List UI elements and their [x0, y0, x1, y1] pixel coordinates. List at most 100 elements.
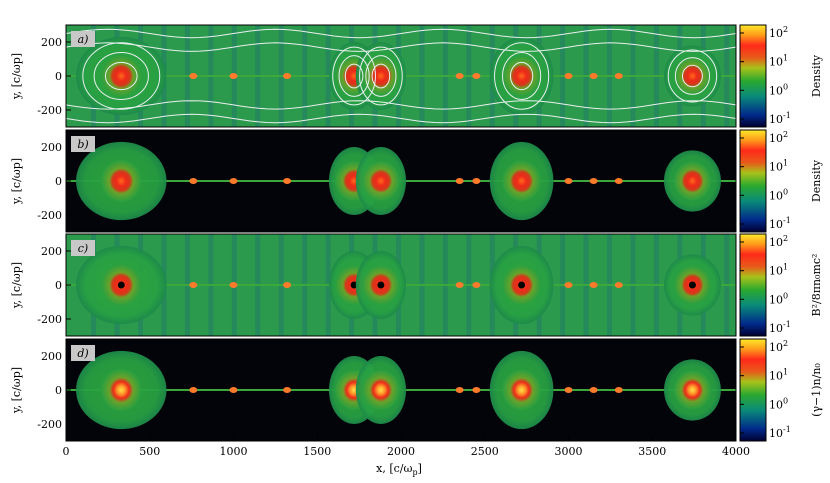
- x-tick-label: 1000: [220, 445, 248, 458]
- plasmoid-core: [502, 55, 541, 97]
- plasmoid-null-point: [377, 281, 385, 289]
- panel-label-box: [71, 136, 95, 152]
- colorbar-label: Density: [810, 54, 823, 97]
- small-island: [455, 73, 464, 79]
- y-tick-label: 0: [55, 279, 62, 292]
- y-tick-label: 200: [41, 141, 62, 154]
- small-island: [472, 387, 481, 393]
- small-island: [589, 73, 598, 79]
- colorbar-tick-label: 101: [769, 159, 788, 174]
- colorbar: [739, 338, 767, 442]
- x-axis-label: x, [c/ωp]: [376, 462, 422, 477]
- small-island: [189, 282, 198, 288]
- colorbar-label: Density: [810, 159, 823, 202]
- colorbar-tick-label: 102: [769, 130, 788, 145]
- panel-label: a): [78, 33, 89, 46]
- small-island: [564, 73, 573, 79]
- y-axis-label: y, [c/ωp]: [10, 158, 23, 205]
- y-tick-label: -200: [37, 418, 62, 431]
- plasmoid-core: [362, 161, 400, 201]
- small-island: [283, 387, 292, 393]
- small-island: [229, 73, 238, 79]
- small-island: [283, 282, 292, 288]
- plasmoid-core: [362, 370, 400, 410]
- colorbar-tick-label: 100: [769, 291, 788, 306]
- panel-label: b): [77, 138, 88, 151]
- panel-label: c): [78, 242, 88, 255]
- panel-label-box: [71, 345, 95, 361]
- field-line: [65, 42, 737, 52]
- field-line: [93, 52, 149, 100]
- small-island: [614, 387, 623, 393]
- plasmoid-core: [101, 160, 142, 202]
- y-tick-label: -200: [37, 209, 62, 222]
- colorbar-tick-label: 102: [769, 234, 788, 249]
- small-island: [189, 387, 198, 393]
- panel-label-box: [71, 31, 95, 47]
- panel-d: d) 200 0 -200 y, [c/ωp] 102 101 100 10-1 (γ−1)n/n…: [10, 338, 823, 442]
- small-island: [283, 178, 292, 184]
- small-island: [229, 178, 238, 184]
- field-line: [344, 63, 364, 89]
- field-line: [65, 28, 737, 39]
- x-tick-label: 3500: [638, 445, 666, 458]
- colorbar-tick-label: 102: [769, 339, 788, 354]
- field-line: [681, 64, 703, 88]
- colorbar-tick-label: 101: [769, 263, 788, 278]
- colorbar-tick-label: 100: [769, 82, 788, 97]
- plasmoid-core: [101, 55, 142, 97]
- plasmoid-null-point: [518, 281, 526, 289]
- field-line: [82, 42, 161, 110]
- plasmoid-null-point: [688, 281, 696, 289]
- field-line: [104, 61, 138, 91]
- x-tick-label: 1500: [303, 445, 331, 458]
- field-line: [65, 113, 737, 124]
- small-island: [472, 282, 481, 288]
- small-island: [589, 387, 598, 393]
- x-tick-label: 500: [139, 445, 160, 458]
- y-tick-label: -200: [37, 104, 62, 117]
- small-island: [455, 178, 464, 184]
- field-line: [509, 61, 534, 91]
- panel-a: a) 200 0 -200 y, [c/ωp] 102 101 100 10-1 Density: [10, 24, 823, 128]
- colorbar-tick-label: 10-1: [769, 111, 791, 126]
- field-line: [502, 52, 542, 100]
- panel-c: c) 200 0 -200 y, [c/ωp] 102 101 100 10-1 B²/8πn₀m…: [10, 233, 823, 337]
- small-island: [455, 387, 464, 393]
- plasmoid-core: [674, 56, 711, 96]
- colorbar-tick-label: 10-1: [769, 320, 791, 335]
- small-island: [614, 282, 623, 288]
- field-line: [65, 100, 737, 110]
- colorbar-tick-label: 10-1: [769, 216, 791, 231]
- small-island: [589, 178, 598, 184]
- colorbar-tick-label: 100: [769, 396, 788, 411]
- small-island: [189, 178, 198, 184]
- x-tick-label: 0: [63, 445, 70, 458]
- small-island: [589, 282, 598, 288]
- colorbar-label: (γ−1)n/n₀: [810, 363, 823, 417]
- field-line: [674, 57, 711, 95]
- small-island: [283, 73, 292, 79]
- y-tick-label: 200: [41, 36, 62, 49]
- panel-label: d): [77, 347, 88, 360]
- small-island: [614, 73, 623, 79]
- field-line: [494, 42, 550, 110]
- small-island: [455, 282, 464, 288]
- x-tick-label: 4000: [722, 445, 750, 458]
- small-island: [614, 178, 623, 184]
- x-tick-label: 3000: [555, 445, 583, 458]
- field-line: [338, 55, 370, 97]
- y-tick-label: 0: [55, 175, 62, 188]
- colorbar: [739, 24, 767, 128]
- small-island: [472, 73, 481, 79]
- field-line: [667, 49, 718, 103]
- small-island: [564, 282, 573, 288]
- colorbar-tick-label: 102: [769, 25, 788, 40]
- colorbar-tick-label: 100: [769, 187, 788, 202]
- plasmoid-core: [674, 370, 711, 410]
- x-tick-label: 2000: [387, 445, 415, 458]
- panel-label-box: [71, 240, 95, 256]
- y-tick-label: 0: [55, 384, 62, 397]
- field-line: [365, 55, 397, 97]
